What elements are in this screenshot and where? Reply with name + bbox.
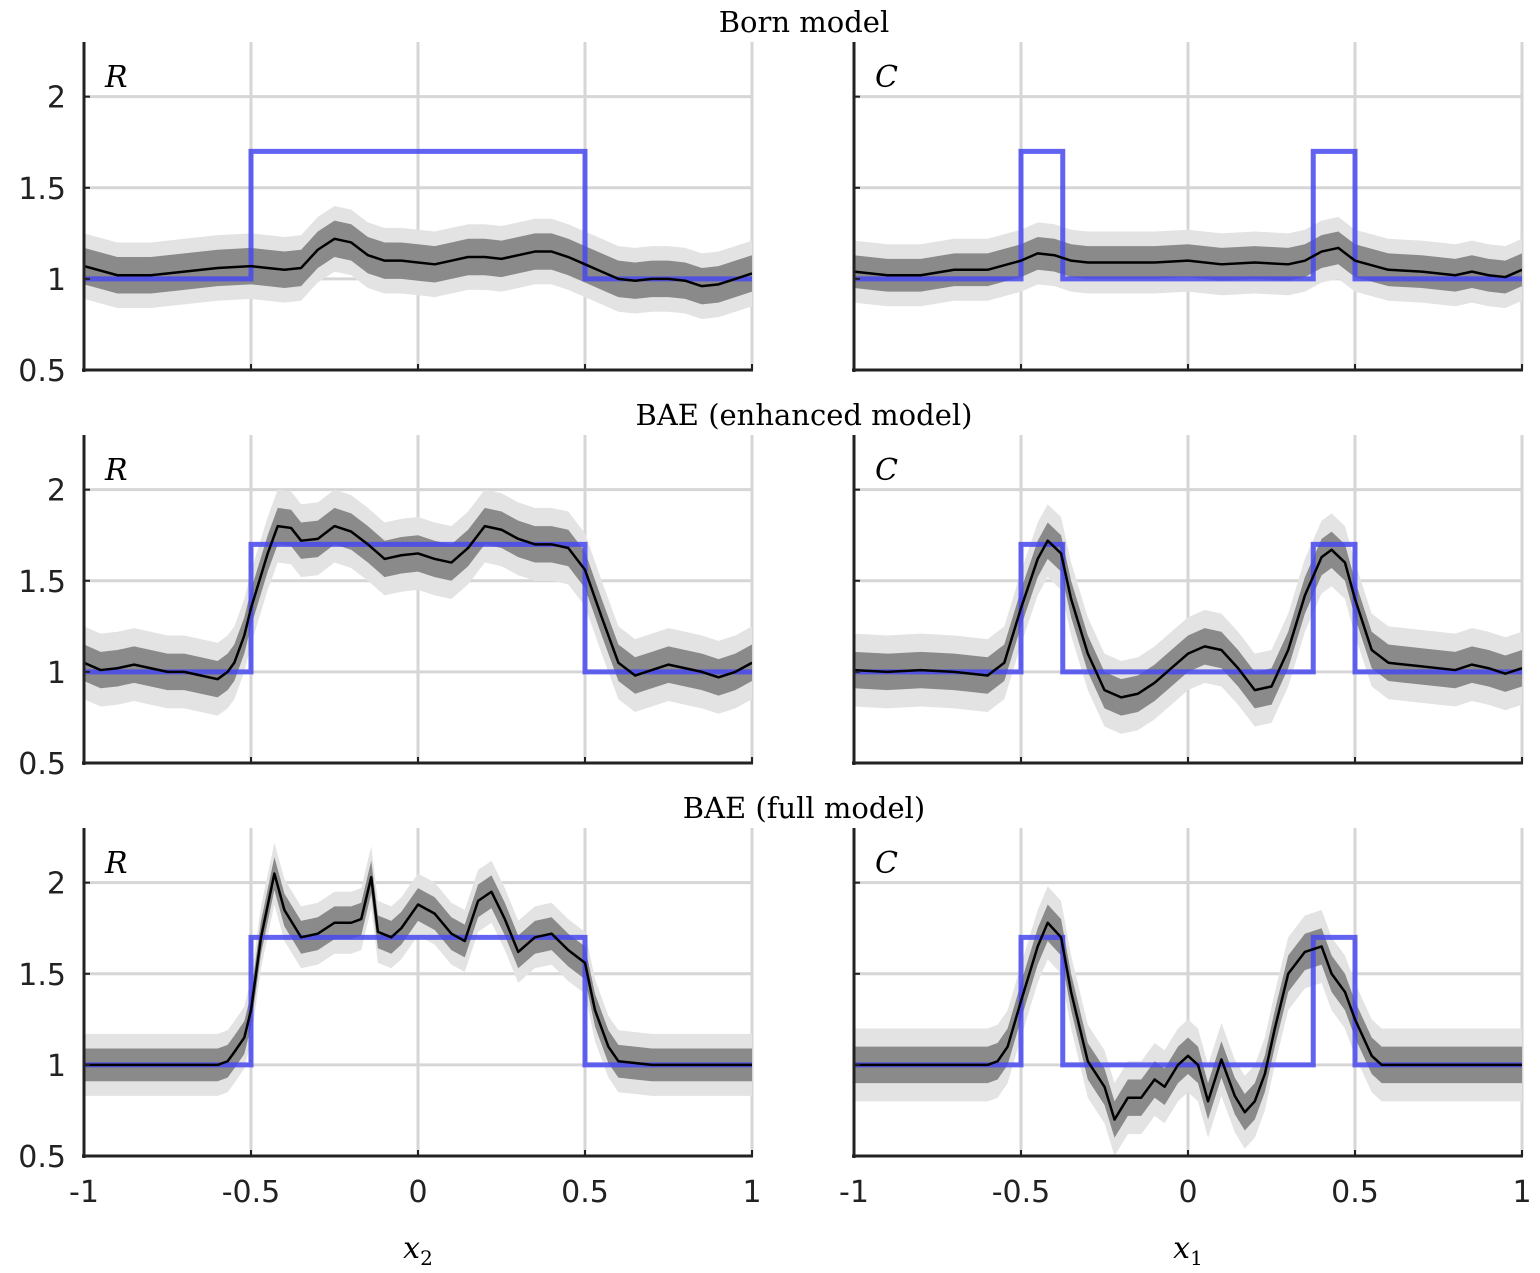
panel-label: C	[875, 846, 898, 881]
panel-2-r: 0.5 1 1.5 2 R	[18, 435, 754, 782]
x-tick-label: -0.5	[992, 1175, 1051, 1210]
xlabel-left: x2	[403, 1231, 433, 1270]
x-tick-label: 0.5	[1331, 1175, 1379, 1210]
panel-2-c: C	[852, 435, 1524, 765]
y-tick-label: 0.5	[18, 354, 66, 389]
x-tick-label: 1	[742, 1175, 761, 1210]
estimate-line	[84, 872, 752, 1067]
estimate-line	[84, 524, 752, 681]
estimate-line	[854, 246, 1522, 279]
panel-1-c: C	[852, 42, 1524, 372]
panel-3-r: 0.5 1 1.5 2 -1 -0.5 0 0.5 1 R	[18, 828, 762, 1210]
outer-credible-band	[854, 504, 1522, 734]
true-value-line	[84, 934, 752, 1068]
x-tick-label: -0.5	[222, 1175, 281, 1210]
panel-label: R	[104, 846, 128, 881]
x-tick-label: 1	[1512, 1175, 1531, 1210]
x-tick-label: -1	[839, 1175, 869, 1210]
plot-area	[854, 886, 1522, 1156]
xlabel-right: x1	[1173, 1231, 1203, 1270]
estimate-line	[854, 539, 1522, 699]
y-tick-label: 0.5	[18, 1140, 66, 1175]
y-tick-label: 1.5	[18, 172, 66, 207]
true-value-line	[84, 148, 752, 282]
estimate-line	[84, 237, 752, 288]
panel-1-r: 0.5 1 1.5 2 R	[18, 42, 754, 389]
y-tick-label: 2	[47, 867, 66, 902]
x-tick-label: 0	[408, 1175, 427, 1210]
y-tick-label: 1.5	[18, 958, 66, 993]
x-tick-label: 0.5	[561, 1175, 609, 1210]
panel-label: C	[875, 453, 898, 488]
y-tick-label: 1	[47, 656, 66, 691]
y-tick-label: 2	[47, 81, 66, 116]
panel-label: C	[875, 60, 898, 95]
plot-area	[84, 842, 752, 1096]
true-value-line	[84, 541, 752, 675]
panels: 0.5 1 1.5 2 R C 0.5 1 1.5 2 R C 0.5 1 1.5 2 -1 -0.5 0 0.5 1 R…	[18, 42, 1532, 1210]
plot-area	[84, 489, 752, 716]
outer-credible-band	[854, 886, 1522, 1156]
y-tick-label: 1	[47, 1049, 66, 1084]
estimate-line	[854, 921, 1522, 1121]
plot-area	[84, 148, 752, 319]
y-tick-label: 1	[47, 263, 66, 298]
y-tick-label: 0.5	[18, 747, 66, 782]
panel-3-c: -1 -0.5 0 0.5 1 C	[839, 828, 1532, 1210]
panel-label: R	[104, 453, 128, 488]
true-value-line	[854, 148, 1522, 282]
row-title-bae-full: BAE (full model)	[683, 791, 925, 825]
x-tick-label: -1	[69, 1175, 99, 1210]
plot-area	[854, 504, 1522, 734]
plot-area	[854, 148, 1522, 309]
panel-label: R	[104, 60, 128, 95]
row-title-bae-enhanced: BAE (enhanced model)	[636, 398, 973, 432]
y-tick-label: 2	[47, 474, 66, 509]
y-tick-label: 1.5	[18, 565, 66, 600]
x-tick-label: 0	[1178, 1175, 1197, 1210]
row-title-born: Born model	[719, 5, 890, 39]
